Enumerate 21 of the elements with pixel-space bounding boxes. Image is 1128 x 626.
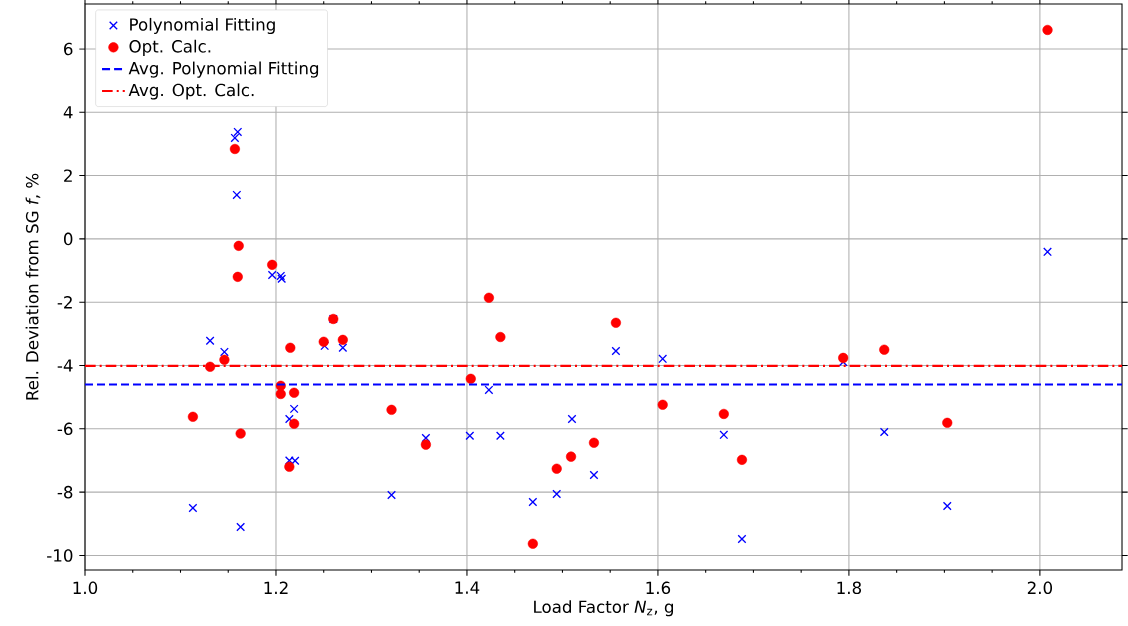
y-tick-label: 0 bbox=[64, 232, 73, 246]
y-tick-label: -6 bbox=[57, 422, 73, 436]
x-tick-label: 1.6 bbox=[646, 581, 671, 595]
y-tick-label: 4 bbox=[63, 106, 73, 119]
y-tick-label: -10 bbox=[47, 549, 73, 562]
y-axis-title: Rel. Deviation from SG f, % bbox=[25, 173, 41, 400]
x-tick-label: 1.2 bbox=[264, 581, 288, 594]
x-axis-title: Load Factor N$_{z}$, g bbox=[534, 600, 673, 617]
y-tick-label: 2 bbox=[64, 169, 72, 182]
x-tick-label: 2.0 bbox=[1027, 581, 1053, 595]
x-tick-label: 1.4 bbox=[455, 581, 480, 594]
y-tick-label: -4 bbox=[57, 359, 73, 372]
y-tick-label: -2 bbox=[57, 296, 72, 309]
y-tick-label: 6 bbox=[64, 42, 73, 56]
legend-label: Polynomial Fitting bbox=[130, 17, 275, 35]
y-tick-label: -8 bbox=[57, 485, 73, 499]
x-tick-label: 1.0 bbox=[73, 581, 98, 595]
legend-label: Opt. Calc. bbox=[129, 39, 211, 56]
x-tick-label: 1.8 bbox=[837, 581, 862, 595]
legend-label: Avg. Polynomial Fitting bbox=[128, 61, 319, 78]
legend-label: Avg. Opt. Calc. bbox=[128, 83, 254, 100]
